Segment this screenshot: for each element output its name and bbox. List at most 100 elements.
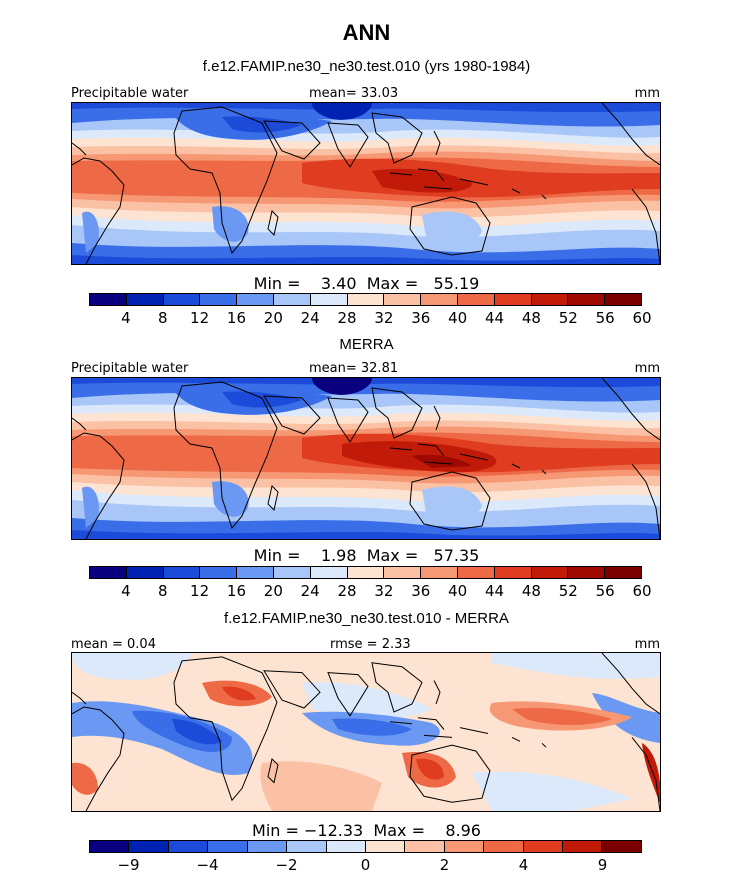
panel-1-mean-label: mean= 33.03 [309, 86, 399, 101]
panel-2-mean-label: mean= 32.81 [309, 361, 399, 376]
pacific-islands-outline [511, 736, 547, 748]
indonesia-outline [389, 443, 489, 465]
colorbar-tick-label: 24 [300, 309, 320, 327]
colorbar-tick-label: −2 [275, 856, 298, 874]
panel-1-map-canvas [72, 103, 660, 264]
central-america-outline [72, 691, 87, 705]
colorbar-swatch [457, 567, 495, 578]
contour-band [332, 718, 412, 736]
colorbar-swatch [494, 567, 532, 578]
contour-band [72, 530, 660, 539]
colorbar-swatch [484, 841, 524, 852]
madagascar-outline [267, 758, 279, 784]
colorbar-tick-label: 9 [597, 856, 608, 874]
colorbar-swatch [310, 294, 348, 305]
colorbar-tick-label: 20 [263, 309, 283, 327]
colorbar-swatch [90, 841, 130, 852]
colorbar-swatch [494, 294, 532, 305]
panel-1-map [71, 102, 661, 265]
panel-3-minmax: Min = −12.33 Max = 8.96 [252, 821, 481, 840]
colorbar-swatch [208, 841, 248, 852]
colorbar-swatch [384, 567, 422, 578]
arabia-outline [263, 395, 321, 435]
colorbar-tick-label: 40 [448, 582, 468, 600]
colorbar-swatch [421, 294, 458, 305]
indonesia-outline [389, 717, 489, 738]
colorbar-swatch [405, 841, 445, 852]
colorbar-swatch [237, 567, 274, 578]
contour-band [82, 211, 99, 253]
contour-band [72, 255, 660, 264]
colorbar-swatch [605, 294, 641, 305]
colorbar-swatch [163, 567, 201, 578]
colorbar-swatch [384, 294, 422, 305]
colorbar-swatch [457, 294, 495, 305]
colorbar-swatch [563, 841, 603, 852]
south-america-outline [72, 706, 125, 811]
panel-3-mean-label: mean = 0.04 [71, 637, 156, 652]
panel-2-map [71, 377, 661, 540]
panel-2-minmax: Min = 1.98 Max = 57.35 [253, 546, 480, 565]
colorbar-tick-label: 16 [226, 309, 246, 327]
africa-outline [173, 106, 278, 255]
colorbar-swatch [347, 567, 385, 578]
panel-2-title: MERRA [339, 336, 394, 353]
panel-3-rmse-label: rmse = 2.33 [330, 637, 411, 652]
colorbar-tick-label: 36 [411, 582, 431, 600]
contour-band [472, 771, 632, 811]
colorbar-swatch [126, 294, 164, 305]
colorbar-swatch [347, 294, 385, 305]
colorbar-tick-label: 48 [521, 582, 541, 600]
colorbar-tick-label: 60 [632, 309, 652, 327]
contour-band [492, 653, 660, 679]
contour-band [422, 486, 482, 520]
colorbar-swatch [444, 841, 485, 852]
philippines-outline [433, 680, 441, 705]
colorbar-tick-label: 4 [121, 309, 131, 327]
panel-1-title: f.e12.FAMIP.ne30_ne30.test.010 (yrs 1980… [202, 58, 531, 75]
colorbar-swatch [200, 294, 238, 305]
colorbar-tick-label: 0 [360, 856, 371, 874]
africa-outline [173, 381, 278, 530]
contour-band [82, 486, 99, 528]
contour-band [172, 719, 222, 745]
india-outline [327, 672, 369, 717]
central-america-outline [72, 417, 87, 431]
colorbar-swatch [287, 841, 327, 852]
panel-2-map-canvas [72, 378, 660, 539]
colorbar-swatch [90, 294, 127, 305]
contour-band [372, 168, 472, 193]
madagascar-outline [267, 485, 279, 511]
colorbar-tick-label: 20 [263, 582, 283, 600]
panel-1-units-label: mm [634, 86, 660, 101]
arabia-outline [263, 670, 321, 709]
panel-1-colorbar [89, 293, 642, 306]
colorbar-tick-label: 48 [521, 309, 541, 327]
figure-title: ANN [342, 20, 391, 45]
colorbar-tick-label: 24 [300, 582, 320, 600]
indonesia-outline [389, 168, 489, 190]
southeast-asia-outline [371, 112, 423, 164]
southeast-asia-outline [371, 662, 423, 713]
pacific-islands-outline [511, 188, 547, 200]
colorbar-swatch [168, 841, 209, 852]
contour-band [72, 701, 253, 775]
panel-1-minmax: Min = 3.40 Max = 55.19 [253, 274, 480, 293]
contour-band [412, 454, 472, 468]
philippines-outline [433, 130, 441, 156]
colorbar-tick-label: 44 [484, 309, 505, 327]
australia-outline [409, 744, 491, 803]
colorbar-tick-label: 36 [411, 309, 431, 327]
colorbar-swatch [365, 841, 406, 852]
south-america-outline [72, 432, 125, 539]
colorbar-swatch [568, 294, 606, 305]
panel-3-map [71, 652, 661, 812]
colorbar-tick-label: 52 [558, 582, 578, 600]
colorbar-swatch [531, 294, 569, 305]
australia-outline [409, 471, 491, 531]
colorbar-swatch [421, 567, 458, 578]
colorbar-tick-label: 28 [337, 309, 357, 327]
colorbar-tick-label: 52 [558, 309, 578, 327]
colorbar-swatch [247, 841, 288, 852]
panel-3-map-canvas [72, 653, 660, 811]
